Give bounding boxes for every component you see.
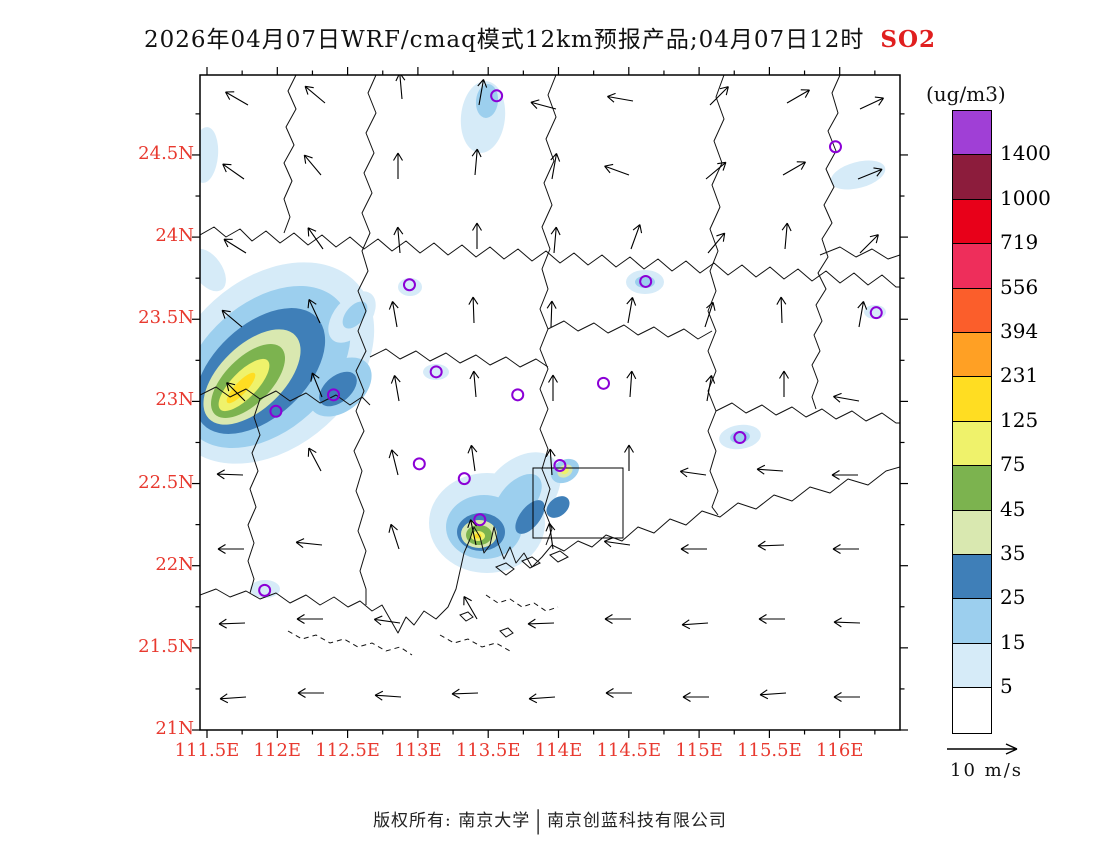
y-tick-label: 21N — [155, 718, 194, 739]
y-tick-label: 23N — [155, 389, 194, 411]
map-frame — [199, 74, 901, 731]
colorbar-segment — [953, 421, 991, 467]
colorbar-tick-label: 25 — [1000, 585, 1026, 610]
colorbar-segment — [953, 466, 991, 511]
x-tick-label: 113E — [394, 740, 442, 761]
pollutant-label: SO2 — [880, 26, 937, 53]
colorbar-segment — [953, 643, 991, 689]
colorbar-tick-label: 15 — [1000, 629, 1026, 654]
colorbar-segment — [953, 688, 991, 733]
copyright-owner: 版权所有: 南京大学 — [373, 811, 531, 831]
chart-title: 2026年04月07日WRF/cmaq模式12km预报产品;04月07日12时 S… — [0, 20, 1080, 54]
y-tick-label: 22.5N — [138, 471, 194, 493]
colorbar-segment — [953, 599, 991, 644]
colorbar-segment — [953, 377, 991, 422]
colorbar-tick-label: 75 — [1000, 452, 1026, 477]
x-tick-label: 114.5E — [596, 740, 662, 761]
x-tick-label: 111.5E — [174, 740, 240, 761]
colorbar-segment — [953, 555, 991, 600]
x-tick-label: 116E — [815, 740, 864, 761]
colorbar-segment — [953, 244, 991, 289]
colorbar-segment — [953, 199, 991, 245]
colorbar — [952, 110, 992, 734]
y-tick-label: 21.5N — [138, 635, 194, 657]
colorbar-tick-label: 1000 — [1000, 185, 1051, 210]
colorbar-tick-label: 231 — [1000, 363, 1039, 388]
wind-scale-label: 10 m/s — [950, 760, 1023, 781]
station-marker-layer — [258, 89, 883, 597]
colorbar-tick-label: 719 — [1000, 230, 1039, 255]
colorbar-tick-label: 35 — [1000, 541, 1026, 565]
x-tick-label: 115.5E — [737, 740, 802, 761]
wind-vector-layer — [216, 75, 885, 704]
copyright-footer: 版权所有: 南京大学 | 南京创蓝科技有限公司 — [0, 806, 1100, 836]
contour-fill-layer — [200, 81, 886, 598]
colorbar-unit-label: (ug/m3) — [926, 82, 1006, 106]
colorbar-segment — [953, 510, 991, 555]
footer-divider: | — [535, 806, 542, 836]
x-tick-label: 113.5E — [455, 740, 521, 761]
x-tick-label: 112.5E — [315, 740, 380, 761]
y-tick-label: 23.5N — [138, 307, 194, 329]
x-tick-label: 114E — [534, 740, 583, 761]
y-tick-label: 24N — [155, 225, 194, 247]
y-tick-label: 22N — [155, 553, 194, 575]
colorbar-tick-label: 556 — [1000, 274, 1039, 299]
x-tick-label: 115E — [675, 740, 723, 761]
colorbar-tick-label: 125 — [1000, 407, 1039, 432]
colorbar-segment — [953, 333, 991, 378]
colorbar-tick-label: 394 — [1000, 319, 1039, 343]
copyright-company: 南京创蓝科技有限公司 — [546, 811, 727, 831]
map-canvas — [192, 67, 908, 738]
chart-title-text: 2026年04月07日WRF/cmaq模式12km预报产品;04月07日12时 — [143, 27, 865, 53]
colorbar-segment — [953, 111, 991, 156]
y-tick-label: 24.5N — [138, 142, 194, 164]
colorbar-segment — [953, 155, 991, 200]
wind-scale-arrow — [947, 743, 1018, 755]
colorbar-tick-label: 45 — [1000, 496, 1026, 521]
x-tick-label: 112E — [253, 740, 302, 761]
colorbar-tick-label: 1400 — [1000, 141, 1051, 166]
colorbar-segment — [953, 288, 991, 333]
colorbar-tick-label: 5 — [1000, 674, 1013, 699]
